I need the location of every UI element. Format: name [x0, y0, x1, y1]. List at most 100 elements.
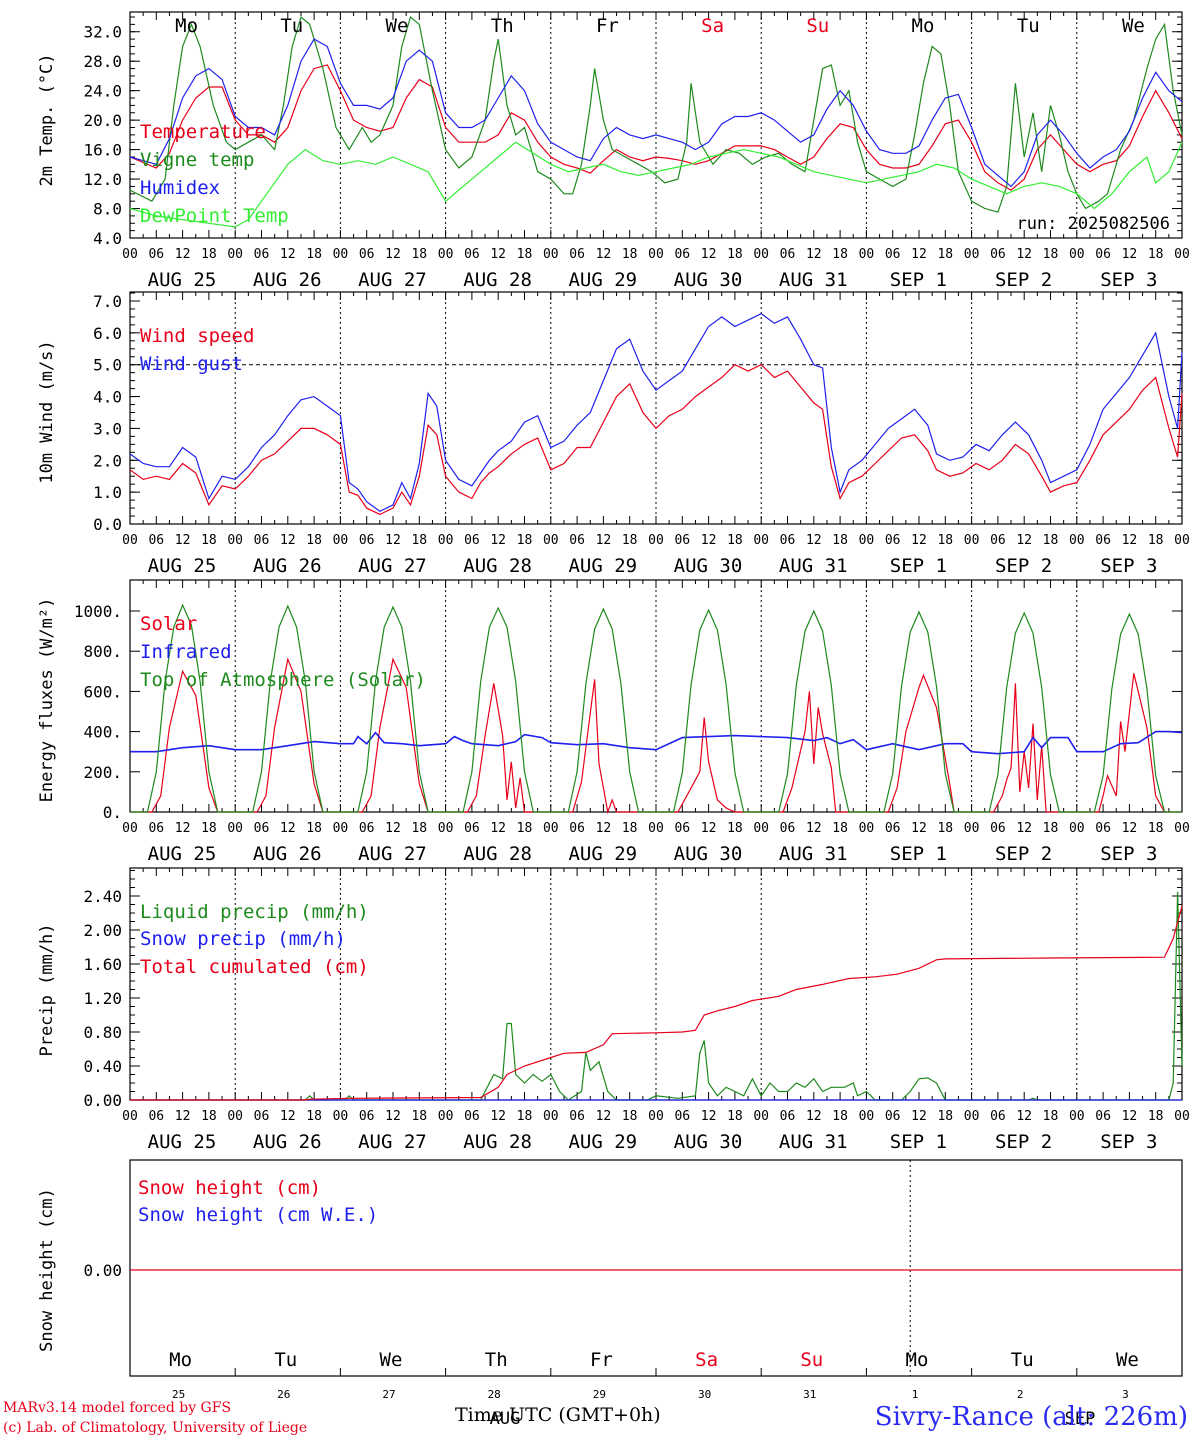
hour-tick-label: 18: [1043, 1109, 1059, 1124]
hour-tick-label: 18: [832, 1109, 848, 1124]
weekday-label: We: [1122, 15, 1145, 37]
y-tick-label: 4.0: [93, 229, 122, 248]
hour-tick-label: 06: [990, 247, 1006, 262]
hour-tick-label: 12: [490, 247, 506, 262]
date-label: AUG 27: [358, 1131, 427, 1153]
date-label: AUG 25: [148, 843, 217, 865]
date-label: AUG 29: [568, 269, 637, 291]
hour-tick-label: 18: [411, 821, 427, 836]
y-tick-label: 0.00: [83, 1091, 122, 1110]
day-number-label: 26: [277, 1388, 290, 1401]
hour-tick-label: 00: [438, 533, 454, 548]
date-label: SEP 1: [890, 1131, 947, 1153]
hour-tick-label: 18: [1043, 247, 1059, 262]
hour-tick-label: 06: [674, 533, 690, 548]
hour-tick-label: 12: [806, 1109, 822, 1124]
hour-tick-label: 00: [122, 533, 138, 548]
y-tick-label: 16.0: [83, 141, 122, 160]
hour-tick-label: 12: [280, 247, 296, 262]
hour-tick-label: 06: [148, 247, 164, 262]
panel-5: 0.00 Snow height (cm) Snow height (cm) Snow…: [37, 1159, 1183, 1429]
date-label: AUG 28: [463, 1131, 532, 1153]
hour-tick-label: 18: [411, 247, 427, 262]
date-label: AUG 29: [568, 843, 637, 865]
hour-tick-label: 18: [306, 247, 322, 262]
date-label: AUG 30: [674, 843, 743, 865]
y-tick-label: 28.0: [83, 52, 122, 71]
date-label: AUG 27: [358, 269, 427, 291]
day-number-label: 30: [698, 1388, 711, 1401]
legend-entry: Snow height (cm W.E.): [138, 1204, 378, 1226]
hour-tick-label: 12: [175, 247, 191, 262]
hour-tick-label: 06: [464, 821, 480, 836]
hour-tick-label: 00: [122, 1109, 138, 1124]
y-tick-label: 200.: [83, 763, 122, 782]
date-label: AUG 29: [568, 1131, 637, 1153]
legend-entry: Wind speed: [140, 325, 254, 347]
date-label: AUG 31: [779, 555, 848, 577]
date-label: AUG 25: [148, 555, 217, 577]
legend-entry: Snow height (cm): [138, 1177, 321, 1199]
hour-tick-label: 00: [753, 533, 769, 548]
hour-tick-label: 00: [438, 1109, 454, 1124]
day-number-label: 29: [593, 1388, 606, 1401]
y-tick-label: 2.40: [83, 887, 122, 906]
y-axis-title: Energy fluxes (W/m²): [37, 598, 57, 803]
hour-tick-label: 18: [727, 1109, 743, 1124]
hour-tick-label: 12: [280, 821, 296, 836]
hour-tick-label: 00: [122, 821, 138, 836]
hour-tick-label: 12: [385, 821, 401, 836]
date-label: AUG 28: [463, 269, 532, 291]
series-line: [129, 64, 1183, 191]
hour-tick-label: 18: [832, 533, 848, 548]
hour-tick-label: 12: [596, 533, 612, 548]
date-label: AUG 28: [463, 555, 532, 577]
hour-tick-label: 00: [753, 1109, 769, 1124]
hour-tick-label: 00: [543, 821, 559, 836]
hour-tick-label: 06: [148, 821, 164, 836]
hour-tick-label: 12: [175, 1109, 191, 1124]
hour-tick-label: 18: [1043, 821, 1059, 836]
hour-tick-label: 12: [911, 247, 927, 262]
hour-tick-label: 18: [622, 533, 638, 548]
date-label: AUG 30: [674, 269, 743, 291]
series-line: [130, 891, 1183, 1101]
model-credit-line: MARv3.14 model forced by GFS: [3, 1400, 232, 1416]
date-label: SEP 2: [995, 555, 1052, 577]
series-line: [129, 363, 1183, 516]
weekday-label: Fr: [590, 1349, 613, 1371]
hour-tick-label: 00: [753, 821, 769, 836]
hour-tick-label: 00: [122, 247, 138, 262]
hour-tick-label: 18: [201, 533, 217, 548]
y-axis-title: 10m Wind (m/s): [37, 340, 57, 483]
hour-tick-label: 06: [885, 821, 901, 836]
date-label: AUG 26: [253, 269, 322, 291]
weekday-label: Fr: [596, 15, 619, 37]
month-label: SEP: [1065, 1409, 1096, 1429]
hour-tick-label: 00: [227, 1109, 243, 1124]
hour-tick-label: 12: [701, 821, 717, 836]
y-tick-label: 1.20: [83, 989, 122, 1008]
hour-tick-label: 18: [201, 247, 217, 262]
hour-tick-label: 00: [543, 533, 559, 548]
weekday-label: Tu: [1011, 1349, 1034, 1371]
hour-tick-label: 00: [1174, 821, 1190, 836]
hour-tick-label: 12: [911, 533, 927, 548]
hour-tick-label: 06: [254, 533, 270, 548]
y-tick-label: 3.0: [93, 419, 122, 438]
y-tick-label: 24.0: [83, 82, 122, 101]
hour-tick-label: 12: [1122, 247, 1138, 262]
hour-tick-label: 06: [885, 247, 901, 262]
legend-entry: Total cumulated (cm): [140, 956, 369, 978]
month-label: AUG: [490, 1409, 521, 1429]
hour-tick-label: 18: [411, 533, 427, 548]
hour-tick-label: 18: [306, 1109, 322, 1124]
hour-tick-label: 18: [517, 533, 533, 548]
legend-entry: Solar: [140, 613, 197, 635]
hour-tick-label: 06: [990, 533, 1006, 548]
hour-tick-label: 06: [254, 1109, 270, 1124]
date-label: AUG 30: [674, 1131, 743, 1153]
hour-tick-label: 12: [596, 247, 612, 262]
hour-tick-label: 12: [1122, 533, 1138, 548]
hour-tick-label: 00: [859, 247, 875, 262]
